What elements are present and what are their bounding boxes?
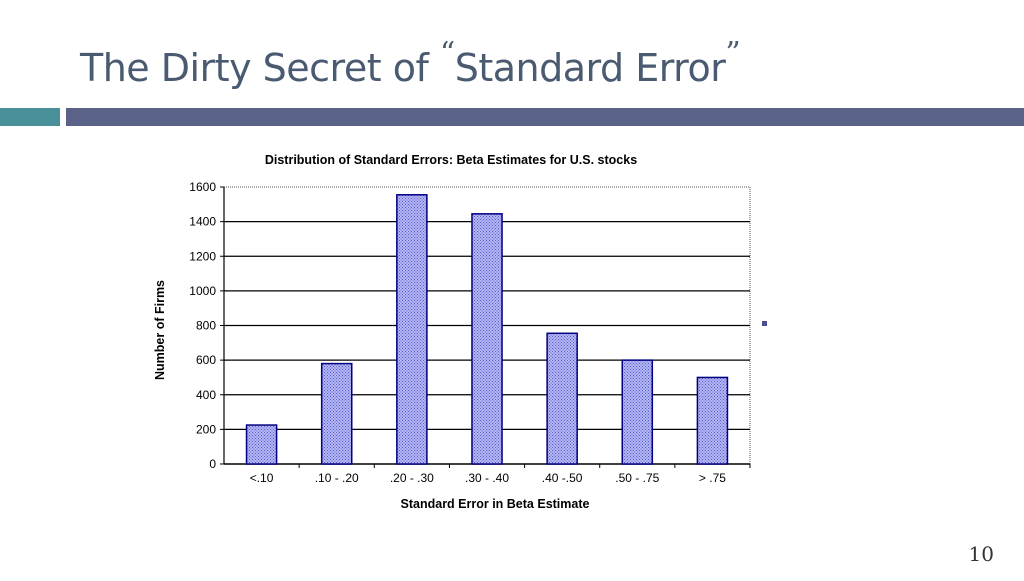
bar bbox=[396, 194, 428, 465]
y-tick-label: 600 bbox=[196, 353, 216, 367]
x-tick-label: .30 - .40 bbox=[465, 471, 509, 485]
chart-title: Distribution of Standard Errors: Beta Es… bbox=[265, 153, 637, 167]
x-axis-label: Standard Error in Beta Estimate bbox=[401, 497, 590, 511]
x-tick-label: .40 -.50 bbox=[542, 471, 583, 485]
slide-number: 10 bbox=[968, 542, 994, 566]
bar bbox=[245, 424, 278, 465]
x-tick-label: .20 - .30 bbox=[390, 471, 434, 485]
y-tick-label: 400 bbox=[196, 388, 216, 402]
accent-bar-navy bbox=[66, 108, 1024, 126]
open-quote: “ bbox=[439, 36, 455, 71]
y-tick-label: 0 bbox=[209, 457, 216, 471]
slide-title: The Dirty Secret of “Standard Error” bbox=[80, 36, 741, 90]
y-axis-label: Number of Firms bbox=[153, 280, 167, 380]
accent-bar-teal bbox=[0, 108, 60, 126]
y-tick-label: 1000 bbox=[189, 284, 216, 298]
bar bbox=[621, 359, 654, 465]
stray-marker bbox=[762, 321, 767, 326]
bar bbox=[696, 376, 729, 465]
x-tick-label: .10 - .20 bbox=[315, 471, 359, 485]
y-tick-label: 1200 bbox=[189, 249, 216, 263]
close-quote: ” bbox=[725, 36, 741, 71]
y-tick-label: 800 bbox=[196, 319, 216, 333]
x-tick-label: > .75 bbox=[699, 471, 726, 485]
y-tick-label: 200 bbox=[196, 422, 216, 436]
title-quoted: Standard Error bbox=[454, 46, 726, 90]
x-tick-label: .50 - .75 bbox=[615, 471, 659, 485]
x-tick-label: <.10 bbox=[250, 471, 274, 485]
bar bbox=[471, 213, 503, 465]
y-tick-label: 1400 bbox=[189, 215, 216, 229]
y-tick-label: 1600 bbox=[189, 180, 216, 194]
bar bbox=[320, 362, 353, 465]
title-main: The Dirty Secret of bbox=[80, 46, 440, 90]
bar bbox=[546, 332, 578, 465]
